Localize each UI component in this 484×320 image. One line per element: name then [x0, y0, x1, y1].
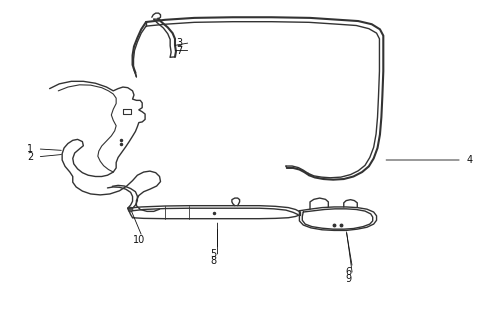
Text: 4: 4 — [465, 155, 471, 165]
Text: 7: 7 — [176, 45, 182, 56]
Text: 10: 10 — [133, 235, 145, 245]
Text: 5: 5 — [210, 249, 216, 259]
Text: 1: 1 — [27, 144, 33, 154]
Text: 3: 3 — [176, 38, 182, 48]
Text: 8: 8 — [210, 256, 216, 266]
Text: 2: 2 — [27, 152, 33, 162]
Text: 6: 6 — [345, 267, 351, 277]
Text: 9: 9 — [345, 274, 351, 284]
